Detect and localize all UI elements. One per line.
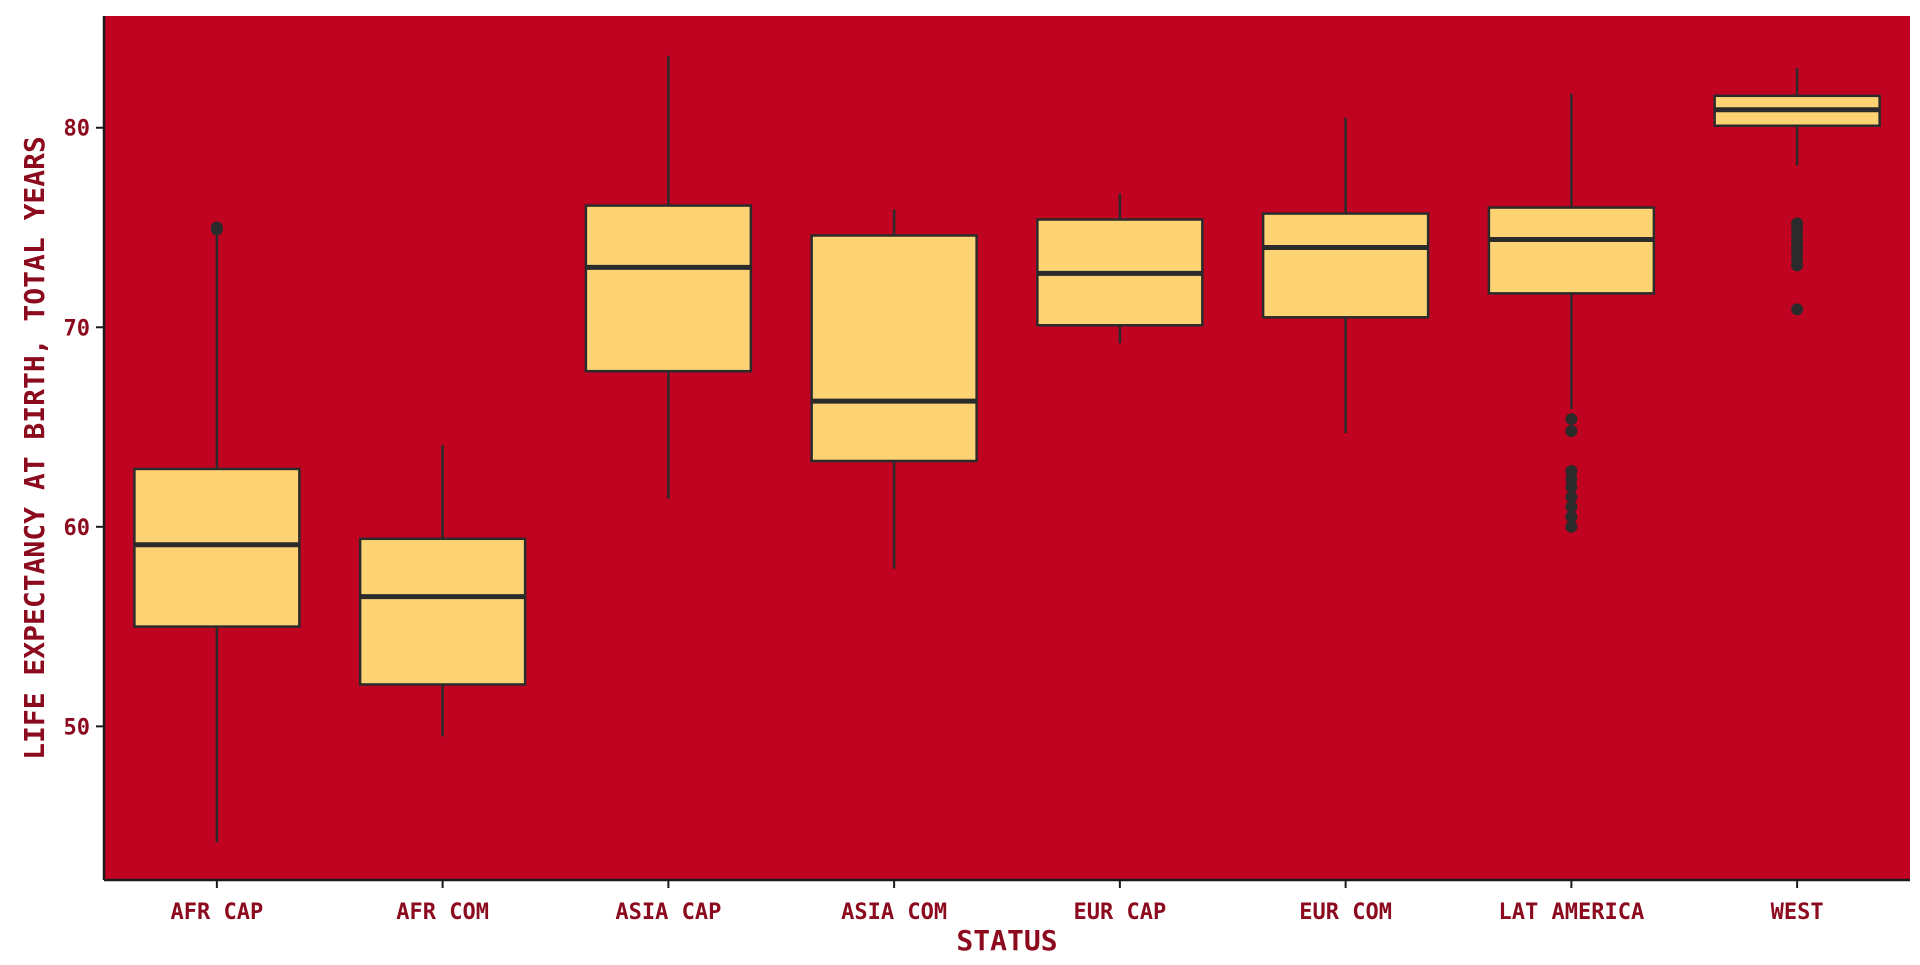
box-asia-cap bbox=[584, 55, 753, 499]
outlier-point bbox=[1565, 500, 1578, 513]
outlier-point bbox=[1565, 510, 1578, 523]
box-iqr bbox=[1487, 206, 1656, 295]
box-iqr bbox=[584, 204, 753, 373]
y-tick-label: 50 bbox=[64, 715, 91, 740]
y-tick-label: 70 bbox=[64, 316, 91, 341]
y-ticks-layer: 50 60 70 80 bbox=[64, 117, 104, 740]
outlier-point bbox=[1791, 259, 1804, 272]
box-iqr bbox=[133, 467, 301, 628]
box-asia-com bbox=[810, 209, 978, 569]
box-eur-com bbox=[1261, 117, 1430, 434]
x-tick-label: AFR CAP bbox=[171, 900, 264, 925]
box-eur-cap bbox=[1036, 193, 1204, 344]
box-afr-com bbox=[358, 445, 527, 737]
box-lat-america bbox=[1487, 93, 1656, 533]
box-iqr bbox=[1261, 212, 1430, 319]
outlier-point bbox=[1565, 480, 1578, 493]
x-axis-title: STATUS bbox=[956, 924, 1057, 957]
y-tick-label: 80 bbox=[64, 117, 91, 142]
box-iqr bbox=[358, 537, 527, 686]
outlier-point bbox=[210, 221, 223, 234]
outlier-point bbox=[1791, 303, 1804, 316]
x-ticks-layer: AFR CAP AFR COM ASIA CAP ASIA COM EUR CAP EUR… bbox=[171, 880, 1824, 925]
x-tick-label: ASIA COM bbox=[841, 900, 947, 925]
box-afr-cap bbox=[133, 221, 301, 843]
boxes-layer bbox=[133, 55, 1881, 843]
y-tick-label: 60 bbox=[64, 516, 91, 541]
x-tick-label: WEST bbox=[1771, 900, 1824, 925]
plot-panel-background bbox=[104, 16, 1910, 880]
y-axis-title: LIFE EXPECTANCY AT BIRTH, TOTAL YEARS bbox=[18, 136, 51, 760]
x-tick-label: EUR CAP bbox=[1074, 900, 1167, 925]
box-west bbox=[1713, 67, 1881, 316]
x-tick-label: ASIA CAP bbox=[615, 900, 721, 925]
box-iqr bbox=[810, 234, 978, 463]
outlier-point bbox=[1565, 520, 1578, 533]
x-tick-label: AFR COM bbox=[396, 900, 489, 925]
outlier-point bbox=[1565, 490, 1578, 503]
outlier-point bbox=[1565, 425, 1578, 438]
outlier-point bbox=[1565, 413, 1578, 426]
x-tick-label: EUR COM bbox=[1299, 900, 1392, 925]
x-tick-label: LAT AMERICA bbox=[1499, 900, 1645, 925]
